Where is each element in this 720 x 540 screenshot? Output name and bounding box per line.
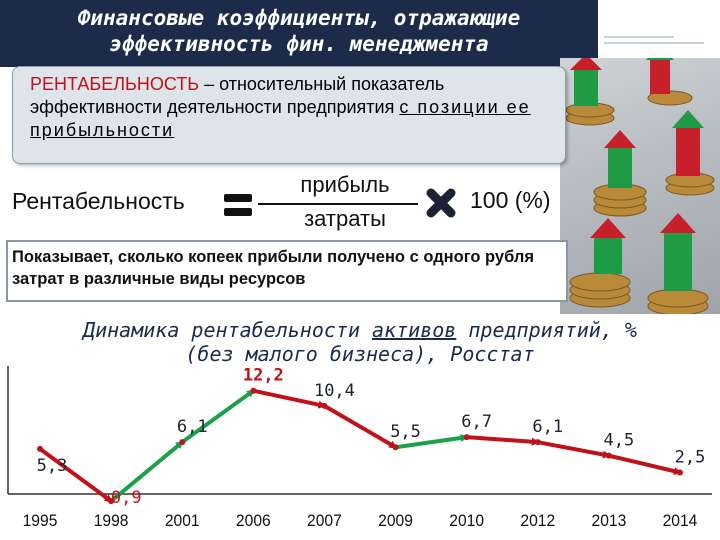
series-segment — [109, 440, 185, 504]
data-point — [321, 402, 328, 409]
equals-sign-icon — [224, 194, 252, 202]
series-segment — [535, 440, 611, 459]
x-tick-label: 1995 — [23, 511, 58, 530]
definition-panel — [12, 66, 566, 164]
x-tick-label: 2001 — [165, 511, 200, 530]
data-point — [392, 444, 399, 451]
chart-title-part1: Динамика рентабельности — [83, 318, 373, 342]
formula-unit: (%) — [514, 187, 551, 213]
coins-houses-illustration — [560, 58, 720, 314]
explanation-panel — [6, 240, 568, 302]
page-title: Финансовые коэффициенты, отражающие эффе… — [0, 0, 598, 67]
title-line-2: эффективность фин. менеджмента — [109, 32, 489, 56]
series-segment — [464, 435, 540, 446]
formula-denominator: затраты — [304, 206, 386, 231]
formula-multiplier: 100 (%) — [470, 187, 551, 214]
equals-sign-icon — [224, 208, 252, 216]
decorative-rule — [604, 36, 674, 38]
data-point — [534, 439, 541, 446]
decorative-rule — [604, 42, 704, 44]
series-segment — [606, 453, 682, 476]
series-segment — [322, 403, 398, 450]
data-label: 6,1 — [532, 417, 563, 437]
data-point — [108, 498, 115, 505]
data-point — [605, 452, 612, 459]
x-tick-label: 2006 — [236, 511, 271, 530]
series-segment — [251, 388, 327, 409]
data-label: 5,3 — [37, 456, 68, 476]
chart-title-line2: (без малого бизнеса), Росстат — [185, 342, 535, 366]
explanation-text: Показывает, сколько копеек прибыли получ… — [12, 248, 534, 288]
x-tick-label: 2007 — [307, 511, 342, 530]
chart-title: Динамика рентабельности активов предприя… — [0, 318, 720, 366]
fraction-line — [258, 203, 418, 205]
formula-numerator: прибыль — [300, 172, 390, 197]
x-tick-label: 2010 — [449, 511, 484, 530]
data-point — [179, 439, 186, 446]
definition-body: – относительный показатель эффективности… — [30, 74, 445, 117]
data-point — [37, 445, 43, 452]
formula-label: Рентабельность — [12, 188, 185, 214]
multiply-sign-icon — [424, 186, 458, 224]
data-point — [677, 469, 683, 476]
data-label: 5,5 — [390, 422, 421, 442]
data-label: -0,9 — [101, 488, 142, 508]
data-point — [250, 387, 257, 394]
definition-emphasis: с позиции ее прибыльности — [30, 97, 531, 140]
data-point — [463, 434, 470, 441]
x-tick-label: 2014 — [663, 511, 698, 530]
data-label: 6,7 — [461, 412, 492, 432]
series-segment — [38, 446, 114, 504]
x-tick-label: 1998 — [94, 511, 129, 530]
data-label: 12,2 — [243, 366, 284, 386]
definition-term: РЕНТАБЕЛЬНОСТЬ — [30, 74, 200, 94]
data-label: 2,5 — [675, 448, 706, 468]
definition-text: РЕНТАБЕЛЬНОСТЬ – относительный показател… — [30, 73, 550, 142]
data-label: 6,1 — [177, 417, 208, 437]
formula-multiplier-value: 100 — [470, 187, 509, 213]
chart-title-part2: предприятий, % — [456, 318, 637, 342]
series-segment — [180, 388, 256, 445]
series-segment — [393, 433, 469, 450]
data-label: 4,5 — [604, 431, 635, 451]
data-label: 10,4 — [314, 381, 355, 401]
x-tick-label: 2013 — [591, 511, 626, 530]
profitability-line-chart: 5,3 -0,9 6,1 12,2 10,4 5,5 6,7 6,1 4,5 2,5 1995 199… — [7, 366, 712, 530]
title-line-1: Финансовые коэффициенты, отражающие — [77, 6, 521, 30]
x-tick-label: 2009 — [378, 511, 413, 530]
chart-title-underlined: активов — [372, 318, 457, 342]
x-tick-label: 2012 — [520, 511, 555, 530]
